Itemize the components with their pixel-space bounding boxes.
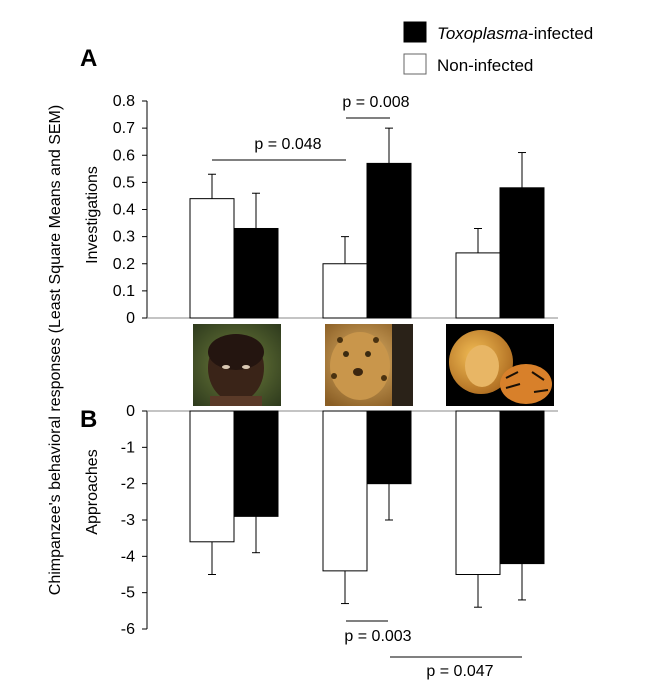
panel-b-bar-human-non-infected xyxy=(189,410,235,543)
legend-noninfected-label: Non-infected xyxy=(437,56,533,75)
panel-b-chart: 0 -1 -2 -3 -4 -5 -6 p = 0.003 p = 0.047 xyxy=(121,403,558,680)
legend-infected-label: Toxoplasma-infected xyxy=(437,24,593,43)
panel-b-y-tick-label: -4 xyxy=(121,548,135,565)
panel-a-y-tick-label: 0.5 xyxy=(113,174,135,191)
panel-b-significance-label: p = 0.003 xyxy=(344,628,411,645)
panel-b-bar-human-toxoplasma-infected xyxy=(233,410,279,517)
panel-a-y-tick-label: 0.8 xyxy=(113,93,135,110)
panel-a-y-tick-label: 0.3 xyxy=(113,229,135,246)
legend-infected-italic: Toxoplasma xyxy=(437,24,528,43)
panel-a-bar-lion-and-tiger-toxoplasma-infected xyxy=(499,187,545,319)
panel-a-y-ticks: 0 0.1 0.2 0.3 0.4 0.5 0.6 0.7 0.8 xyxy=(113,93,147,327)
panel-a-bars xyxy=(189,127,545,319)
stimulus-images xyxy=(193,324,554,406)
panel-b-annotations: p = 0.003 p = 0.047 xyxy=(344,620,522,680)
panel-b-y-tick-label: -5 xyxy=(121,585,135,602)
panel-a-letter: A xyxy=(80,45,97,72)
panel-a-bar-human-non-infected xyxy=(189,198,235,319)
shared-y-axis-title: Chimpanzee's behavioral responses (Least… xyxy=(47,105,64,595)
panel-b-bar-leopard-toxoplasma-infected xyxy=(366,410,412,485)
legend-noninfected-swatch xyxy=(403,53,427,75)
panel-b-y-axis-title: Approaches xyxy=(84,449,101,534)
panel-b-bars xyxy=(189,410,545,608)
legend-infected-swatch xyxy=(403,21,427,43)
panel-b-y-tick-label: -3 xyxy=(121,512,135,529)
panel-a-y-tick-label: 0.4 xyxy=(113,202,135,219)
panel-b-bar-leopard-non-infected xyxy=(322,410,368,572)
panel-b-letter: B xyxy=(80,406,97,433)
panel-a-y-axis-title: Investigations xyxy=(84,166,101,264)
panel-a-significance-label: p = 0.048 xyxy=(254,136,321,153)
stimulus-leopard-image xyxy=(325,324,413,406)
panel-a-bar-leopard-toxoplasma-infected xyxy=(366,162,412,319)
stimulus-lion-tiger-image xyxy=(446,324,554,406)
panel-b-bar-lion-and-tiger-toxoplasma-infected xyxy=(499,410,545,565)
stimulus-human-image xyxy=(193,324,281,406)
panel-b-bar-lion-and-tiger-non-infected xyxy=(455,410,501,575)
panel-b-significance-label: p = 0.047 xyxy=(426,663,493,680)
panel-b-y-tick-label: -1 xyxy=(121,439,135,456)
panel-a-annotations: p = 0.008 p = 0.048 xyxy=(212,94,410,161)
panel-a-bar-leopard-non-infected xyxy=(322,263,368,319)
panel-a-y-tick-label: 0.7 xyxy=(113,120,135,137)
legend: Toxoplasma-infected Non-infected xyxy=(403,21,593,75)
panel-b-y-tick-label: -2 xyxy=(121,476,135,493)
legend-infected-suffix: -infected xyxy=(528,24,593,43)
panel-a-y-tick-label: 0.1 xyxy=(113,283,135,300)
panel-a-y-tick-label: 0.6 xyxy=(113,147,135,164)
panel-a-significance-label: p = 0.008 xyxy=(342,94,409,111)
panel-a-y-tick-label: 0.2 xyxy=(113,256,135,273)
panel-b-y-ticks: 0 -1 -2 -3 -4 -5 -6 xyxy=(121,403,147,638)
panel-a-bar-lion-and-tiger-non-infected xyxy=(455,252,501,319)
panel-a-y-tick-label: 0 xyxy=(126,310,135,327)
panel-b-y-tick-label: 0 xyxy=(126,403,135,420)
panel-a-bar-human-toxoplasma-infected xyxy=(233,227,279,319)
panel-b-y-tick-label: -6 xyxy=(121,621,135,638)
